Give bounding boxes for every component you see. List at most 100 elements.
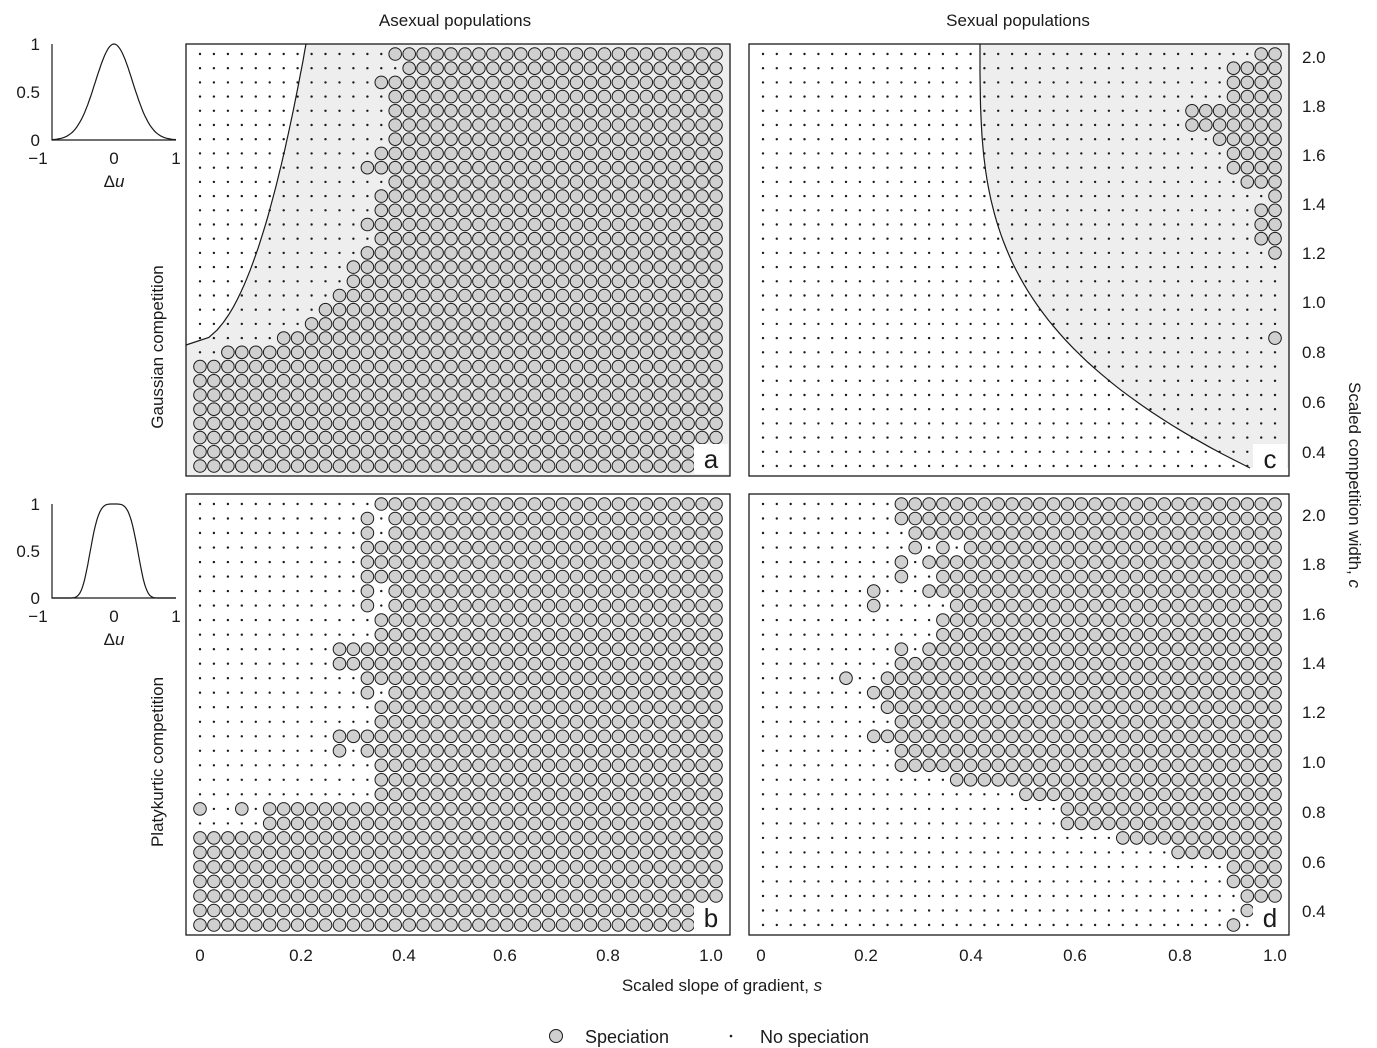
speciation-point <box>430 598 444 613</box>
no-speciation-point <box>969 280 972 283</box>
no-speciation-point <box>1080 180 1083 184</box>
speciation-point <box>667 874 682 889</box>
no-speciation-point <box>831 308 834 311</box>
no-speciation-point <box>1218 894 1221 898</box>
speciation-point <box>667 816 682 831</box>
no-speciation-point <box>886 138 889 141</box>
speciation-point <box>500 260 514 274</box>
speciation-point <box>569 274 584 289</box>
no-speciation-point <box>1260 265 1263 269</box>
speciation-point <box>1088 700 1102 715</box>
speciation-point <box>597 104 612 118</box>
no-speciation-point <box>927 152 931 155</box>
no-speciation-point <box>886 308 889 311</box>
no-speciation-point <box>1163 322 1166 326</box>
no-speciation-point <box>817 322 820 326</box>
no-speciation-point <box>1260 351 1263 354</box>
no-speciation-point <box>1204 351 1208 354</box>
speciation-point <box>430 61 444 75</box>
speciation-point <box>555 118 570 132</box>
speciation-point <box>1116 497 1130 511</box>
speciation-point <box>1157 671 1172 686</box>
no-speciation-point <box>858 408 862 411</box>
no-speciation-point <box>941 294 945 297</box>
speciation-point <box>416 874 430 889</box>
no-speciation-point <box>1149 280 1152 283</box>
speciation-point <box>695 584 709 598</box>
no-speciation-point <box>789 408 792 411</box>
speciation-point <box>360 598 375 613</box>
no-speciation-point <box>1010 81 1014 84</box>
no-speciation-point <box>1121 194 1125 198</box>
no-speciation-point <box>1066 308 1069 311</box>
speciation-point <box>1254 231 1268 246</box>
no-speciation-point <box>1093 152 1097 155</box>
speciation-point <box>555 231 570 246</box>
speciation-point <box>583 388 598 402</box>
speciation-point <box>388 317 403 331</box>
speciation-point <box>527 260 542 274</box>
no-speciation-point <box>983 822 986 825</box>
panel-frame <box>748 43 1290 477</box>
speciation-point <box>527 430 542 445</box>
speciation-point <box>555 388 570 402</box>
speciation-point <box>1157 715 1172 729</box>
speciation-point <box>908 526 923 540</box>
speciation-point <box>541 729 556 744</box>
no-speciation-point <box>872 923 875 927</box>
speciation-point <box>444 288 458 303</box>
speciation-point <box>653 874 668 889</box>
speciation-point <box>936 540 950 555</box>
speciation-point <box>1185 816 1199 831</box>
no-speciation-point <box>900 351 903 354</box>
no-speciation-point <box>900 180 903 184</box>
no-speciation-point <box>1038 322 1042 326</box>
no-speciation-point <box>955 81 958 84</box>
speciation-point <box>653 889 668 903</box>
no-speciation-point <box>366 778 369 781</box>
no-speciation-point <box>955 909 958 912</box>
no-speciation-point <box>803 720 806 723</box>
speciation-point <box>1268 61 1282 75</box>
speciation-point <box>639 302 654 317</box>
speciation-point <box>402 175 417 189</box>
no-speciation-point <box>997 166 1000 169</box>
speciation-point <box>388 671 403 686</box>
no-speciation-point <box>900 294 903 297</box>
speciation-point <box>681 175 695 189</box>
no-speciation-point <box>338 52 341 56</box>
x-tick-label: 0.2 <box>854 946 878 965</box>
speciation-point <box>569 231 584 246</box>
speciation-point <box>541 274 556 289</box>
speciation-point <box>625 231 640 246</box>
speciation-point <box>667 860 682 874</box>
no-speciation-point <box>914 52 917 56</box>
speciation-point <box>1240 874 1255 889</box>
speciation-point <box>1240 613 1255 627</box>
no-speciation-point <box>941 408 945 411</box>
no-speciation-point <box>1232 52 1235 56</box>
speciation-point <box>500 75 514 90</box>
speciation-point <box>514 260 528 274</box>
speciation-point <box>458 903 472 918</box>
no-speciation-point <box>1093 464 1097 468</box>
speciation-point <box>360 831 375 845</box>
speciation-point <box>667 388 682 402</box>
no-speciation-point <box>198 720 202 723</box>
speciation-point <box>416 445 430 459</box>
speciation-point <box>1157 831 1172 845</box>
y-tick-label: 0.6 <box>1302 393 1326 412</box>
no-speciation-point <box>858 436 862 439</box>
no-speciation-point <box>268 575 271 578</box>
no-speciation-point <box>1093 923 1097 927</box>
no-speciation-point <box>198 209 202 212</box>
no-speciation-point <box>789 575 792 578</box>
no-speciation-point <box>1232 336 1235 340</box>
speciation-point <box>514 656 528 671</box>
speciation-point <box>709 331 723 345</box>
speciation-point <box>374 700 389 715</box>
speciation-point <box>416 569 430 584</box>
no-speciation-point <box>817 502 820 506</box>
no-speciation-point <box>282 223 285 226</box>
speciation-point <box>639 671 654 686</box>
